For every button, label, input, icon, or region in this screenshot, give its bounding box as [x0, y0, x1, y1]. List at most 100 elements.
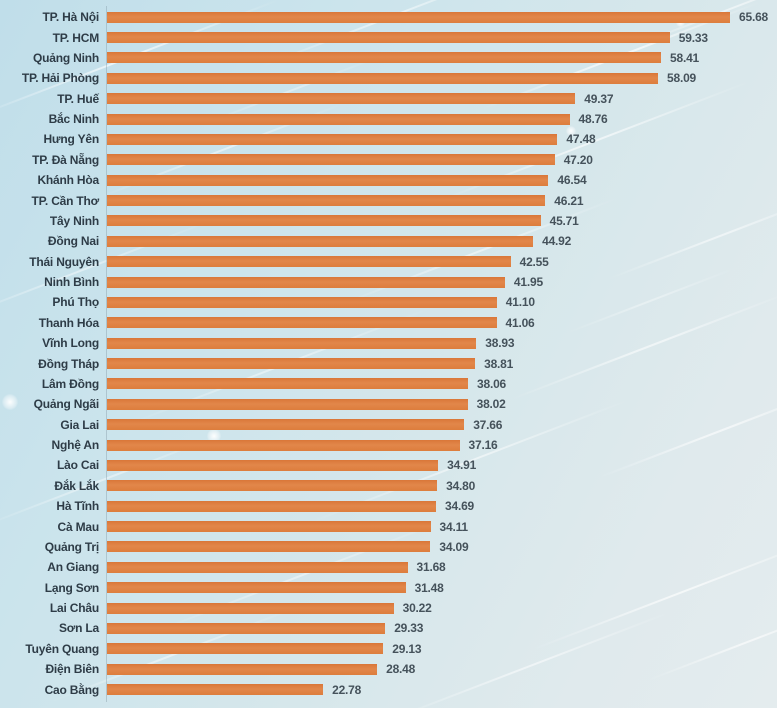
category-label: Vĩnh Long — [42, 336, 99, 351]
category-label: Phú Thọ — [52, 295, 99, 310]
bar-row: Lào Cai 34.91 — [0, 455, 777, 475]
bar — [107, 561, 408, 573]
value-label: 58.09 — [667, 71, 697, 86]
category-label: TP. Huế — [57, 91, 99, 106]
value-label: 37.16 — [468, 438, 498, 453]
value-label: 22.78 — [332, 682, 362, 697]
bar — [107, 195, 546, 207]
category-label: Sơn La — [58, 621, 99, 636]
category-label: Nghệ An — [51, 438, 100, 453]
bar — [107, 358, 476, 370]
category-label: Thái Nguyên — [29, 254, 99, 269]
bar — [107, 459, 439, 471]
value-label: 41.06 — [505, 315, 535, 330]
bar-row: Thanh Hóa 41.06 — [0, 313, 777, 333]
bar — [107, 541, 431, 553]
bar-row: TP. Cần Thơ 46.21 — [0, 190, 777, 210]
category-label: Cao Bằng — [44, 682, 100, 697]
category-label: Đồng Tháp — [38, 356, 99, 371]
bar — [107, 602, 394, 614]
value-label: 45.71 — [549, 213, 579, 228]
bar-row: Sơn La 29.33 — [0, 618, 777, 638]
bar — [107, 256, 511, 268]
category-label: Tây Ninh — [49, 213, 99, 228]
value-label: 29.13 — [392, 641, 422, 656]
value-label: 42.55 — [519, 254, 549, 269]
bar — [107, 113, 570, 125]
value-label: 65.68 — [739, 10, 769, 25]
bar-row: Tây Ninh 45.71 — [0, 211, 777, 231]
category-label: Hưng Yên — [43, 132, 99, 147]
category-label: Thanh Hóa — [38, 315, 99, 330]
value-label: 34.91 — [447, 458, 477, 473]
bar-row: Vĩnh Long 38.93 — [0, 333, 777, 353]
category-label: Ninh Bình — [44, 275, 99, 290]
bar — [107, 337, 477, 349]
value-label: 46.54 — [557, 173, 587, 188]
category-label: Đồng Nai — [47, 234, 99, 249]
category-label: Đắk Lắk — [54, 478, 99, 493]
value-label: 41.10 — [505, 295, 535, 310]
bar-row: TP. HCM 59.33 — [0, 27, 777, 47]
bar — [107, 72, 658, 84]
bar — [107, 296, 497, 308]
bar — [107, 93, 576, 105]
category-label: TP. HCM — [52, 30, 100, 45]
category-label: Tuyên Quang — [25, 641, 99, 656]
bar-row: TP. Huế 49.37 — [0, 89, 777, 109]
bar-row: Tuyên Quang 29.13 — [0, 639, 777, 659]
value-label: 31.48 — [414, 580, 444, 595]
bar-row: Đắk Lắk 34.80 — [0, 476, 777, 496]
bar — [107, 11, 730, 23]
value-label: 34.09 — [439, 539, 469, 554]
bar-row: Quảng Trị 34.09 — [0, 537, 777, 557]
bar-row: TP. Hà Nội 65.68 — [0, 7, 777, 27]
bar-rows: TP. Hà Nội 65.68 TP. HCM 59.33 Quảng Ninh 58.… — [0, 7, 777, 700]
bar-row: Quảng Ngãi 38.02 — [0, 394, 777, 414]
bar-row: Hà Tĩnh 34.69 — [0, 496, 777, 516]
category-label: TP. Đà Nẵng — [32, 152, 99, 167]
y-axis-line — [106, 6, 107, 702]
category-label: Lào Cai — [57, 458, 99, 473]
category-label: Quảng Ninh — [33, 50, 99, 65]
bar-row: Lạng Sơn 31.48 — [0, 578, 777, 598]
value-label: 49.37 — [584, 91, 614, 106]
bar-row: TP. Đà Nẵng 47.20 — [0, 150, 777, 170]
category-label: Quảng Trị — [44, 539, 99, 554]
bar-row: Bắc Ninh 48.76 — [0, 109, 777, 129]
bar — [107, 133, 558, 145]
category-label: Lạng Sơn — [44, 580, 99, 595]
bar-row: Ninh Bình 41.95 — [0, 272, 777, 292]
bar-row: Phú Thọ 41.10 — [0, 292, 777, 312]
bar — [107, 398, 468, 410]
bar — [107, 52, 661, 64]
value-label: 48.76 — [578, 112, 608, 127]
value-label: 41.95 — [513, 275, 543, 290]
category-label: Cà Mau — [57, 519, 100, 534]
bar — [107, 480, 438, 492]
bar-row: Lai Châu 30.22 — [0, 598, 777, 618]
value-label: 38.02 — [476, 397, 506, 412]
bar — [107, 174, 549, 186]
bar — [107, 622, 386, 634]
bar — [107, 521, 431, 533]
category-label: Gia Lai — [60, 417, 99, 432]
category-label: Bắc Ninh — [48, 112, 100, 127]
value-label: 38.06 — [477, 376, 507, 391]
bar-row: Cà Mau 34.11 — [0, 516, 777, 536]
value-label: 37.66 — [473, 417, 503, 432]
value-label: 34.69 — [445, 499, 475, 514]
bar — [107, 276, 505, 288]
value-label: 34.11 — [439, 519, 469, 534]
category-label: Hà Tĩnh — [56, 499, 99, 514]
bar-row: Thái Nguyên 42.55 — [0, 252, 777, 272]
bar — [107, 684, 324, 696]
bar-row: Khánh Hòa 46.54 — [0, 170, 777, 190]
bar — [107, 154, 555, 166]
bar-row: Điện Biên 28.48 — [0, 659, 777, 679]
category-label: Khánh Hòa — [37, 173, 99, 188]
value-label: 34.80 — [446, 478, 476, 493]
bar — [107, 643, 384, 655]
bar-row: Đồng Tháp 38.81 — [0, 353, 777, 373]
